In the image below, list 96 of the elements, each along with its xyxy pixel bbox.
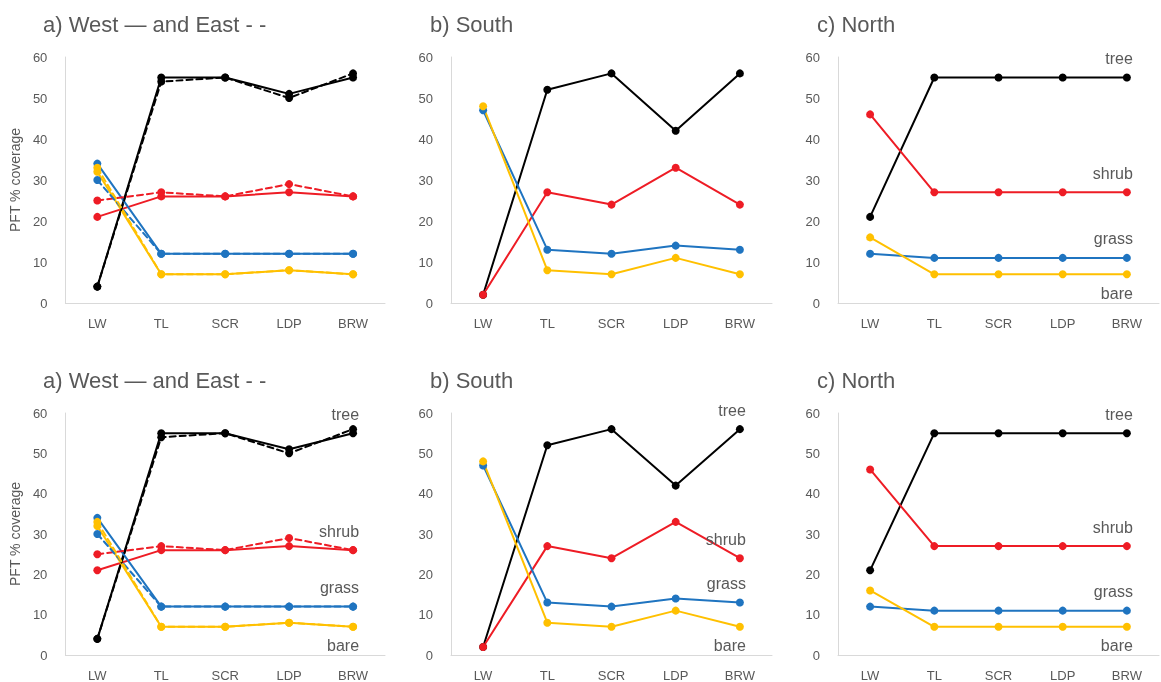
y-tick-label: 40 bbox=[805, 486, 820, 502]
y-tick-label: 40 bbox=[32, 131, 48, 147]
y-tick-label: 60 bbox=[32, 405, 48, 421]
y-tick-label: 10 bbox=[805, 254, 820, 270]
series-label: shrub bbox=[705, 530, 746, 548]
x-tick-label: LDP bbox=[276, 668, 302, 682]
x-tick-label: LDP bbox=[276, 316, 302, 331]
x-tick-label: TL bbox=[539, 316, 555, 331]
x-tick-label: BRW bbox=[337, 668, 369, 682]
chart-title: c) North bbox=[817, 11, 896, 37]
series-label: tree bbox=[1105, 405, 1133, 423]
chart-title: b) South bbox=[430, 11, 514, 37]
y-tick-label: 40 bbox=[418, 131, 433, 147]
y-tick-label: 10 bbox=[805, 607, 820, 623]
y-tick-label: 10 bbox=[32, 254, 48, 270]
x-tick-label: TL bbox=[926, 316, 942, 331]
y-tick-label: 60 bbox=[418, 49, 433, 65]
series-label: tree bbox=[1105, 50, 1133, 67]
x-tick-label: LW bbox=[860, 668, 881, 682]
series-label: bare bbox=[327, 637, 360, 655]
series-label: bare bbox=[713, 637, 746, 655]
series-label: grass bbox=[1093, 583, 1133, 601]
y-tick-label: 60 bbox=[805, 49, 820, 65]
series-label: shrub bbox=[319, 522, 360, 540]
y-tick-label: 50 bbox=[32, 445, 48, 461]
y-tick-label: 30 bbox=[418, 172, 433, 188]
y-tick-label: 30 bbox=[418, 526, 433, 542]
y-tick-label: 30 bbox=[32, 526, 48, 542]
y-tick-label: 20 bbox=[418, 213, 433, 229]
y-tick-label: 0 bbox=[812, 295, 820, 311]
y-tick-label: 0 bbox=[812, 647, 820, 663]
y-tick-label: 10 bbox=[418, 254, 433, 270]
y-tick-label: 0 bbox=[425, 295, 433, 311]
series-label: tree bbox=[718, 401, 746, 419]
y-tick-label: 40 bbox=[32, 486, 48, 502]
y-tick-label: 60 bbox=[418, 405, 433, 421]
y-tick-label: 20 bbox=[32, 213, 48, 229]
y-tick-label: 60 bbox=[805, 405, 820, 421]
chart-title: a) West — and East - - bbox=[43, 11, 267, 37]
y-tick-label: 20 bbox=[418, 566, 433, 582]
x-tick-label: LDP bbox=[1050, 316, 1076, 331]
x-tick-label: LW bbox=[473, 316, 494, 331]
y-tick-label: 20 bbox=[32, 566, 48, 582]
series-label: bare bbox=[1100, 637, 1133, 655]
x-tick-label: LDP bbox=[663, 668, 689, 682]
x-tick-label: BRW bbox=[1111, 316, 1143, 331]
x-tick-label: LW bbox=[860, 316, 881, 331]
series-label: grass bbox=[706, 575, 746, 593]
y-tick-label: 20 bbox=[805, 566, 820, 582]
y-tick-label: 50 bbox=[805, 90, 820, 106]
series-label: grass bbox=[319, 579, 360, 597]
chart-title: b) South bbox=[430, 367, 514, 393]
x-tick-label: SCR bbox=[597, 316, 626, 331]
y-tick-label: 30 bbox=[32, 172, 48, 188]
series-label: grass bbox=[1093, 230, 1133, 248]
y-tick-label: 0 bbox=[40, 295, 48, 311]
y-axis-title: PFT % coverage bbox=[7, 127, 23, 233]
series-label: shrub bbox=[1092, 164, 1133, 182]
x-tick-label: LW bbox=[88, 316, 108, 331]
x-tick-label: SCR bbox=[984, 316, 1013, 331]
x-tick-label: SCR bbox=[211, 316, 239, 331]
y-axis-title: PFT % coverage bbox=[7, 481, 23, 587]
y-tick-label: 60 bbox=[32, 49, 48, 65]
x-tick-label: LDP bbox=[1050, 668, 1076, 682]
y-tick-label: 40 bbox=[418, 486, 433, 502]
chart-title: a) West — and East - - bbox=[43, 367, 267, 393]
x-tick-label: SCR bbox=[597, 668, 626, 682]
y-tick-label: 50 bbox=[418, 90, 433, 106]
x-tick-label: SCR bbox=[211, 668, 239, 682]
y-tick-label: 50 bbox=[418, 445, 433, 461]
x-tick-label: BRW bbox=[337, 316, 369, 331]
chart-title: c) North bbox=[817, 367, 896, 393]
x-tick-label: LDP bbox=[663, 316, 689, 331]
y-tick-label: 40 bbox=[805, 131, 820, 147]
series-label: shrub bbox=[1092, 518, 1133, 536]
x-tick-label: SCR bbox=[984, 668, 1013, 682]
y-tick-label: 20 bbox=[805, 213, 820, 229]
x-tick-label: BRW bbox=[724, 316, 756, 331]
x-tick-label: TL bbox=[926, 668, 942, 682]
x-tick-label: LW bbox=[88, 668, 108, 682]
y-tick-label: 10 bbox=[418, 607, 433, 623]
series-label: bare bbox=[1100, 284, 1133, 302]
x-tick-label: TL bbox=[153, 668, 169, 682]
x-tick-label: BRW bbox=[724, 668, 756, 682]
y-tick-label: 50 bbox=[805, 445, 820, 461]
y-tick-label: 0 bbox=[425, 647, 433, 663]
y-tick-label: 30 bbox=[805, 526, 820, 542]
y-tick-label: 30 bbox=[805, 172, 820, 188]
series-label: tree bbox=[331, 405, 360, 423]
x-tick-label: BRW bbox=[1111, 668, 1143, 682]
x-tick-label: TL bbox=[539, 668, 555, 682]
y-tick-label: 0 bbox=[40, 647, 48, 663]
y-tick-label: 50 bbox=[32, 90, 48, 106]
x-tick-label: TL bbox=[153, 316, 169, 331]
y-tick-label: 10 bbox=[32, 607, 48, 623]
x-tick-label: LW bbox=[473, 668, 494, 682]
